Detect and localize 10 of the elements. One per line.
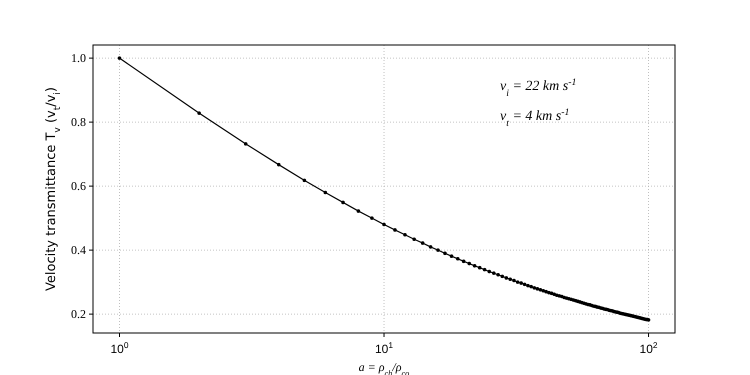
x-tick-label: 10$^{0}$ — [110, 340, 129, 356]
y-tick-label: 0.6 — [71, 178, 86, 193]
y-tick-label: 1.0 — [71, 50, 86, 65]
y-tick-label: 0.8 — [71, 114, 86, 129]
annotation: v$_{i}$ = 22 km s$^{-1}$ — [500, 76, 576, 98]
x-tick-label: 10$^{2}$ — [640, 340, 658, 356]
y-tick-label: 0.2 — [71, 306, 86, 321]
annotation: v$_{t}$ = 4 km s$^{-1}$ — [500, 106, 570, 128]
x-tick-label: 10$^{1}$ — [375, 340, 394, 356]
y-tick-label: 0.4 — [71, 242, 86, 257]
